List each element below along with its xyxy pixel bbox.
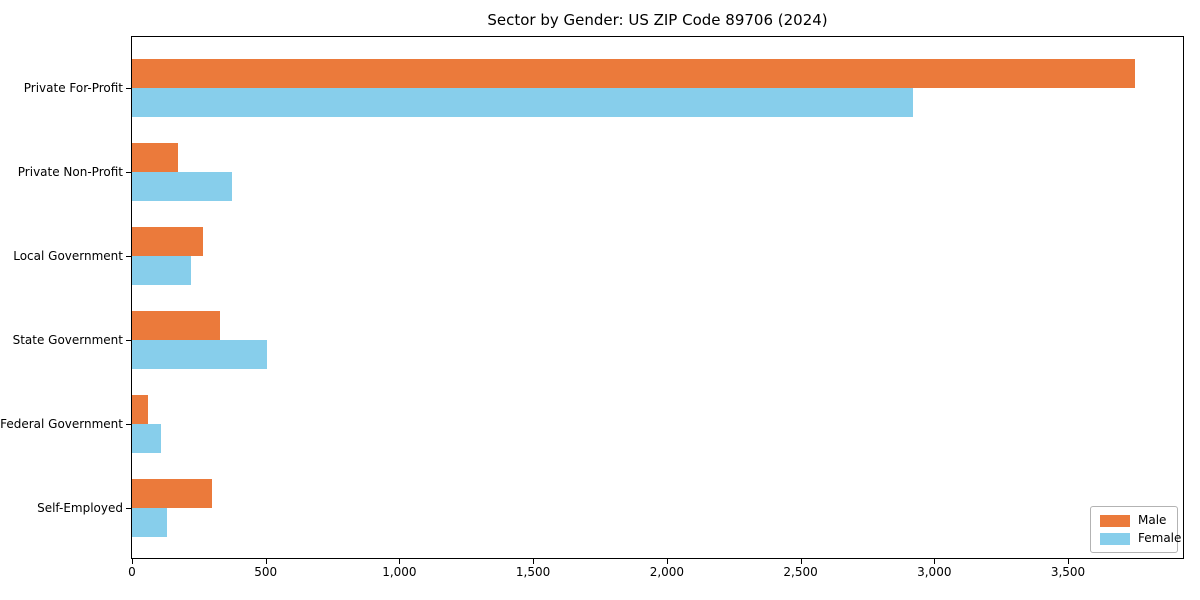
ytick-mark [126, 424, 131, 425]
xtick-mark [800, 559, 802, 564]
xtick-label-1-500: 1,500 [515, 565, 551, 579]
xtick-label-500: 500 [254, 565, 278, 579]
ytick-label-local-government: Local Government [13, 249, 123, 263]
bar-federal-government-male [132, 395, 148, 424]
ytick-mark [126, 340, 131, 341]
ytick-label-private-non-profit: Private Non-Profit [17, 165, 123, 179]
xtick-mark [533, 559, 535, 564]
xtick-label-3-500: 3,500 [1050, 565, 1086, 579]
bar-local-government-male [132, 227, 203, 256]
bar-self-employed-male [132, 479, 213, 508]
bar-federal-government-female [132, 424, 162, 453]
bar-private-non-profit-female [132, 172, 233, 201]
bar-state-government-male [132, 311, 221, 340]
xtick-mark [265, 559, 267, 564]
chart-title: Sector by Gender: US ZIP Code 89706 (202… [487, 11, 828, 29]
xtick-mark [132, 559, 133, 564]
ytick-mark [126, 256, 131, 257]
bar-local-government-female [132, 256, 191, 285]
xtick-label-1-000: 1,000 [382, 565, 417, 579]
ytick-label-self-employed: Self-Employed [37, 501, 123, 515]
xtick-label-3-000: 3,000 [917, 565, 952, 579]
bar-private-non-profit-male [132, 143, 178, 172]
ytick-mark [126, 508, 131, 509]
xtick-mark [399, 559, 401, 564]
bar-self-employed-female [132, 508, 167, 537]
bar-state-government-female [132, 340, 268, 369]
ytick-label-state-government: State Government [12, 333, 123, 347]
xtick-label-2-500: 2,500 [783, 565, 818, 579]
legend-label-male: Male [1138, 513, 1167, 527]
xtick-label-0: 0 [128, 565, 136, 579]
xtick-mark [934, 559, 936, 564]
ytick-mark [126, 88, 131, 89]
bar-private-for-profit-female [132, 88, 913, 117]
legend-item-female: Female [1100, 532, 1181, 545]
plot-area [131, 36, 1184, 559]
male-swatch-icon [1100, 514, 1130, 527]
xtick-mark [1068, 559, 1069, 564]
legend-item-male: Male [1100, 514, 1177, 527]
xtick-mark [666, 559, 668, 564]
legend: Male Female [1090, 506, 1181, 553]
ytick-label-federal-government: Federal Government [0, 417, 123, 431]
female-swatch-icon [1100, 532, 1130, 545]
legend-label-female: Female [1138, 531, 1182, 545]
bar-private-for-profit-male [132, 59, 1135, 88]
xtick-label-2-000: 2,000 [649, 565, 685, 579]
ytick-mark [126, 172, 131, 173]
ytick-label-private-for-profit: Private For-Profit [23, 81, 123, 95]
